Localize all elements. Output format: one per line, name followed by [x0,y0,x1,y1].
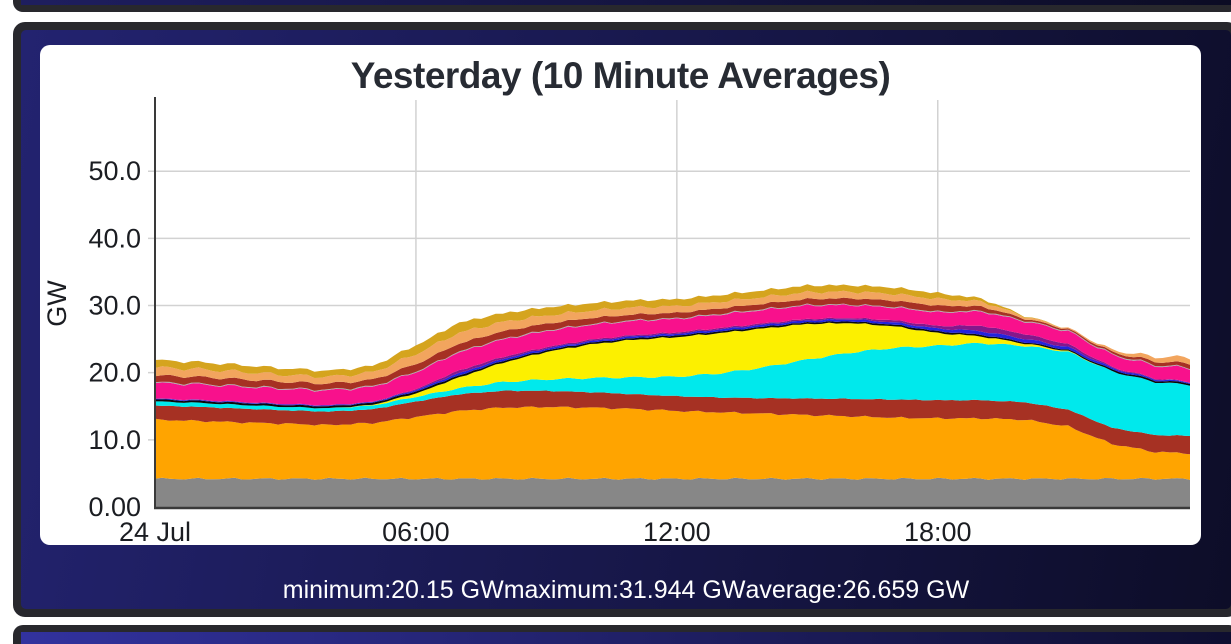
stat-average-label: average: [745,575,843,604]
area-series-yellow [155,322,1190,409]
next-panel-top-edge [13,625,1231,644]
yesterday-panel: Yesterday (10 Minute Averages) 0.00 10.0 2… [13,22,1231,617]
area-series-orange [155,406,1190,480]
next-panel-background [21,632,1231,644]
stat-average-value: 26.659 GW [842,575,970,604]
y-tick-label: 0.00 [88,492,141,522]
panel-gap [0,12,1231,22]
y-axis-title: GW [42,280,72,327]
previous-panel-bottom-edge [13,0,1231,12]
stats-line: minimum: 20.15 GW maximum: 31.944 GW ave… [21,555,1231,625]
chart-title: Yesterday (10 Minute Averages) [350,55,891,96]
area-series-gold [155,284,1190,378]
stat-maximum-value: 31.944 GW [619,575,746,604]
area-series-gray [155,477,1190,507]
y-tick-label: 50.0 [88,156,141,186]
chart-svg: 0.00 10.0 20.0 30.0 40.0 50.0 24 Jul 06:00 12:00… [42,97,1190,545]
area-series-sandy [155,290,1190,385]
y-tick-label: 30.0 [88,291,141,321]
y-tick-label: 40.0 [88,223,141,253]
x-tick-label: 06:00 [382,517,450,545]
x-tick-label: 12:00 [643,517,711,545]
area-series-dark-red-2 [155,297,1190,391]
area-series-magenta [155,304,1190,406]
area-series-dark-red [155,390,1190,455]
stat-maximum-label: maximum: [503,575,619,604]
x-tick-label: 24 Jul [119,517,191,545]
stat-minimum-label: minimum: [282,575,392,604]
yesterday-panel-background: Yesterday (10 Minute Averages) 0.00 10.0 2… [21,30,1231,609]
x-tick-label: 18:00 [904,517,972,545]
previous-panel-background [21,0,1231,5]
stat-minimum-value: 20.15 GW [391,575,504,604]
area-series-cyan [155,342,1190,436]
chart-card: Yesterday (10 Minute Averages) 0.00 10.0 2… [40,45,1201,545]
y-tick-label: 10.0 [88,425,141,455]
y-tick-label: 20.0 [88,358,141,388]
